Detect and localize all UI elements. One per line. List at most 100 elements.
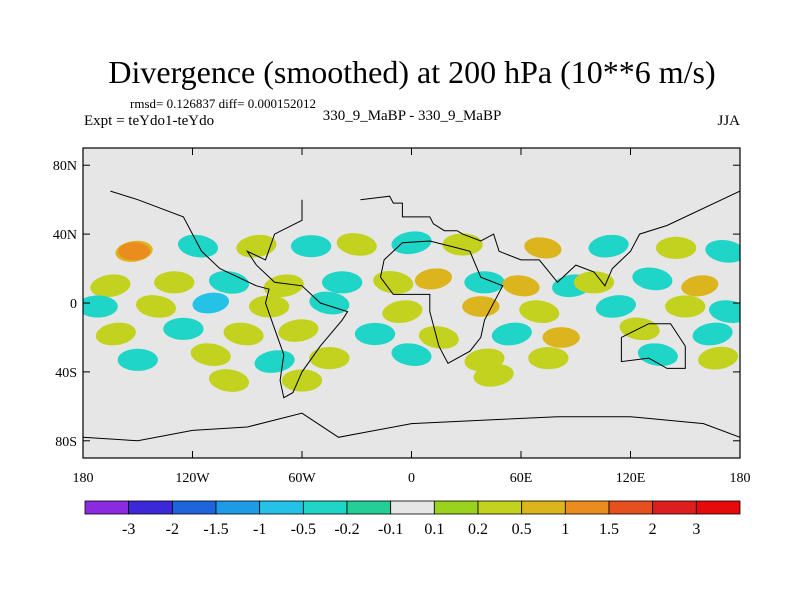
field-blob — [90, 274, 131, 298]
colorbar-label: 2 — [649, 521, 657, 538]
field-blob — [117, 348, 158, 371]
colorbar-swatch — [652, 500, 697, 515]
field-blob — [442, 233, 483, 256]
colorbar-label: -0.2 — [334, 521, 359, 538]
colorbar-label: -0.5 — [291, 521, 316, 538]
x-tick-label: 60E — [510, 471, 533, 486]
x-tick-label: 120E — [616, 471, 646, 486]
y-tick-label: 40N — [53, 228, 77, 243]
colorbar-label: -3 — [122, 521, 135, 538]
y-axis: 80N 40N 0 40S 80S — [53, 159, 740, 450]
field-blob — [263, 274, 304, 298]
center-label: 330_9_MaBP - 330_9_MaBP — [323, 108, 502, 124]
colorbar-swatch — [477, 500, 523, 515]
field-blob — [154, 271, 195, 294]
y-tick-label: 0 — [70, 297, 77, 312]
colorbar-label: -1 — [253, 521, 266, 538]
field-blob — [573, 271, 615, 294]
field-blob — [524, 237, 562, 259]
colorbar-swatch — [215, 500, 261, 515]
field-blob — [95, 322, 136, 346]
field-blob — [692, 322, 733, 346]
coastline — [83, 412, 740, 442]
field-blob — [462, 296, 500, 317]
coastline — [379, 240, 504, 364]
field-blob — [665, 295, 706, 318]
x-tick-label: 120W — [175, 471, 210, 486]
field-blob — [290, 235, 332, 258]
colorbar-label: -1.5 — [203, 521, 228, 538]
field-blob — [418, 326, 459, 349]
field-blob — [588, 234, 629, 258]
field-blob — [528, 347, 569, 370]
colorbar-label: -2 — [166, 521, 179, 538]
x-tick-label: 180 — [730, 471, 751, 486]
field-blob — [681, 275, 719, 297]
colorbar-label: 3 — [692, 521, 700, 538]
left-label: Expt = teYdo1-teYdo — [84, 113, 214, 129]
field-blob — [163, 317, 204, 340]
field-blob — [278, 319, 319, 342]
colorbar-swatch — [433, 500, 479, 515]
field-blob — [83, 295, 118, 318]
colorbar-label: 0.5 — [512, 521, 532, 538]
field-blob — [632, 267, 673, 291]
field-blob — [708, 300, 740, 323]
season-label: JJA — [717, 113, 740, 129]
field-blob — [190, 343, 231, 367]
colorbar-swatch — [608, 500, 654, 515]
colorbar-swatch — [84, 500, 130, 515]
field-blob — [336, 233, 377, 256]
field-blob — [542, 327, 580, 348]
field-blob — [223, 322, 264, 346]
chart-title: Divergence (smoothed) at 200 hPa (10**6 … — [108, 54, 715, 90]
field-blob — [248, 295, 290, 318]
colorbar-swatch — [564, 500, 610, 515]
colorbar-swatch — [695, 500, 741, 515]
colorbar-swatch — [128, 500, 173, 515]
colorbar-label: 0.1 — [424, 521, 444, 538]
colorbar-swatch — [346, 500, 392, 515]
x-tick-label: 180 — [73, 471, 94, 486]
field-blob — [391, 231, 432, 255]
divergence-field — [83, 231, 740, 392]
field-blob — [595, 295, 636, 318]
y-tick-label: 80S — [55, 435, 77, 450]
field-blob — [519, 300, 560, 323]
colorbar-swatch — [521, 500, 566, 515]
field-blob — [236, 234, 277, 258]
coastlines — [83, 190, 740, 442]
field-blob — [414, 268, 452, 290]
colorbar-swatch — [171, 500, 217, 515]
field-blob — [698, 346, 739, 370]
y-tick-label: 80N — [53, 159, 77, 174]
colorbar: -3 -2 -1.5 -1 -0.5 -0.2 -0.1 0.1 0.2 0.5 1 1.5 2 3 — [84, 500, 741, 538]
colorbar-label: -0.1 — [378, 521, 403, 538]
field-blob — [637, 343, 678, 367]
y-tick-label: 40S — [55, 366, 77, 381]
colorbar-label: 1 — [561, 521, 569, 538]
colorbar-swatch — [259, 500, 304, 515]
coastline — [620, 323, 686, 369]
colorbar-label: 1.5 — [599, 521, 619, 538]
field-blob — [281, 369, 323, 392]
coastline — [110, 190, 349, 399]
field-blob — [464, 271, 505, 294]
field-blob — [309, 347, 350, 370]
field-blob — [391, 343, 432, 367]
stats-label: rmsd= 0.126837 diff= 0.000152012 — [130, 96, 316, 111]
field-blob — [254, 350, 295, 373]
field-blob — [118, 242, 151, 261]
field-blob — [502, 275, 540, 297]
coastline — [360, 190, 740, 287]
field-blob — [373, 270, 414, 294]
field-blob — [354, 322, 396, 346]
field-blob — [321, 271, 363, 294]
colorbar-swatch — [302, 500, 348, 515]
colorbar-swatch — [390, 500, 435, 515]
x-tick-label: 60W — [288, 471, 316, 486]
field-blob — [208, 270, 250, 294]
field-blob — [655, 236, 697, 259]
field-blob — [705, 239, 740, 263]
